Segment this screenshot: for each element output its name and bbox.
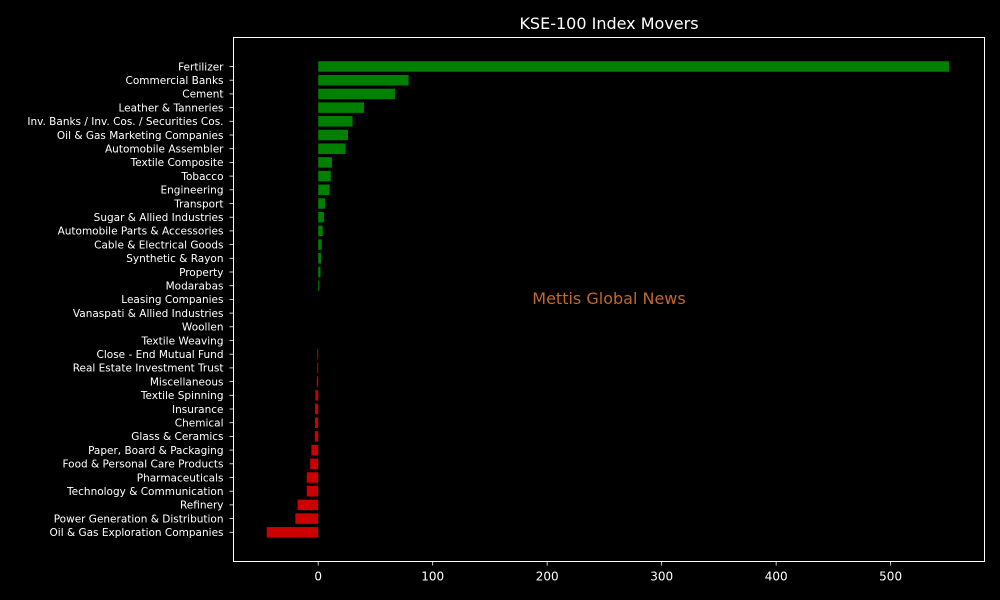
bar-14 xyxy=(318,253,322,264)
bar-16 xyxy=(318,280,320,291)
bar-6 xyxy=(318,143,346,154)
bar-34 xyxy=(266,527,319,538)
category-label-7: Textile Composite xyxy=(130,157,224,169)
bar-25 xyxy=(315,403,319,415)
category-labels-layer: Fertilizer Commercial Banks CementLeather … xyxy=(27,61,234,539)
bar-9 xyxy=(318,184,330,196)
x-tick-label-2: 200 xyxy=(536,570,559,584)
category-label-9: Engineering xyxy=(161,185,224,197)
category-label-18: Vanaspati & Allied Industries xyxy=(73,308,224,320)
x-tick-label-3: 300 xyxy=(650,570,673,584)
category-label-2: Cement xyxy=(182,89,223,101)
category-label-21: Close - End Mutual Fund xyxy=(97,349,224,361)
category-label-25: Insurance xyxy=(172,404,224,416)
x-tick-label-4: 400 xyxy=(765,570,788,584)
bar-11 xyxy=(318,211,324,223)
x-axis-ticks-layer: 0 100 200 300 400 500 xyxy=(314,561,902,584)
bar-5 xyxy=(318,129,348,141)
category-label-22: Real Estate Investment Trust xyxy=(73,363,224,375)
category-label-13: Cable & Electrical Goods xyxy=(94,239,223,251)
bar-23 xyxy=(316,376,319,387)
bar-10 xyxy=(318,198,326,209)
category-label-0: Fertilizer xyxy=(178,61,224,73)
category-label-1: Commercial Banks xyxy=(126,75,224,87)
category-label-14: Synthetic & Rayon xyxy=(126,253,223,265)
bar-24 xyxy=(315,390,319,401)
x-tick-label-5: 500 xyxy=(879,570,902,584)
category-label-29: Food & Personal Care Products xyxy=(62,459,223,471)
bar-15 xyxy=(318,266,321,278)
category-label-11: Sugar & Allied Industries xyxy=(94,212,224,224)
bar-8 xyxy=(318,170,331,182)
bar-22 xyxy=(317,362,319,374)
bar-2 xyxy=(318,88,395,100)
category-label-12: Automobile Parts & Accessories xyxy=(58,226,224,238)
category-label-34: Oil & Gas Exploration Companies xyxy=(50,527,224,539)
category-label-4: Inv. Banks / Inv. Cos. / Securities Cos. xyxy=(27,116,223,128)
bar-4 xyxy=(318,116,353,127)
bar-1 xyxy=(318,74,409,86)
bar-30 xyxy=(306,472,319,483)
x-tick-label-0: 0 xyxy=(314,570,322,584)
category-label-32: Refinery xyxy=(180,500,224,512)
bar-27 xyxy=(314,431,319,442)
bar-26 xyxy=(315,417,319,428)
axes-frame xyxy=(233,37,985,562)
category-label-15: Property xyxy=(179,267,223,279)
category-label-27: Glass & Ceramics xyxy=(131,431,223,443)
category-label-26: Chemical xyxy=(175,418,224,430)
bar-31 xyxy=(306,485,319,497)
bar-13 xyxy=(318,239,322,250)
x-tick-label-1: 100 xyxy=(421,570,444,584)
bar-33 xyxy=(295,513,319,524)
bar-21 xyxy=(317,348,319,360)
category-label-8: Tobacco xyxy=(180,171,223,183)
category-label-30: Pharmaceuticals xyxy=(137,472,224,484)
bar-3 xyxy=(318,102,365,113)
bar-32 xyxy=(297,499,319,511)
watermark-label: Mettis Global News xyxy=(532,289,685,308)
category-label-19: Woollen xyxy=(182,322,224,334)
category-label-28: Paper, Board & Packaging xyxy=(88,445,223,457)
bar-0 xyxy=(318,61,950,72)
category-label-23: Miscellaneous xyxy=(150,376,224,388)
bar-12 xyxy=(318,225,323,237)
category-label-31: Technology & Communication xyxy=(66,486,223,498)
bar-28 xyxy=(311,444,319,456)
bar-29 xyxy=(310,458,319,470)
bar-7 xyxy=(318,157,332,168)
category-label-16: Modarabas xyxy=(166,281,224,293)
chart-title: KSE-100 Index Movers xyxy=(519,14,698,33)
category-label-20: Textile Weaving xyxy=(141,335,224,347)
category-label-10: Transport xyxy=(173,198,223,210)
category-label-5: Oil & Gas Marketing Companies xyxy=(57,130,224,142)
bars-layer xyxy=(266,61,950,538)
category-label-3: Leather & Tanneries xyxy=(118,102,223,114)
category-label-17: Leasing Companies xyxy=(121,294,223,306)
category-label-6: Automobile Assembler xyxy=(105,144,224,156)
category-label-33: Power Generation & Distribution xyxy=(54,513,224,525)
category-label-24: Textile Spinning xyxy=(140,390,224,402)
